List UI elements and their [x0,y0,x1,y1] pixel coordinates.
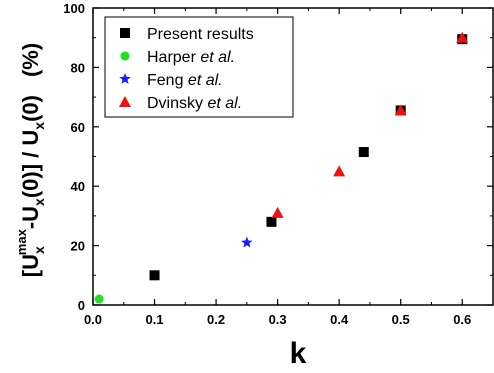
legend-entry: Harper et al. [147,49,235,66]
x-tick-label: 0.6 [453,312,471,327]
data-point-circle [95,295,104,304]
x-axis-label: k [290,337,307,370]
x-tick-label: 0.1 [145,312,163,327]
data-point-square [266,217,276,227]
data-point-square [359,147,369,157]
x-tick-label: 0.5 [392,312,410,327]
data-point-star [241,237,252,248]
x-tick-label: 0.3 [269,312,287,327]
legend-marker-square [120,28,130,38]
x-tick-label: 0.0 [84,312,102,327]
y-tick-label: 20 [71,239,85,254]
legend-entry: Feng et al. [147,72,223,89]
legend-entry: Dvinsky et al. [147,95,242,112]
legend-marker-circle [121,52,130,61]
y-tick-label: 100 [63,1,85,16]
x-tick-label: 0.4 [330,312,349,327]
y-axis-label: [Uxmax-Ux(0)] / Ux(0)(%) [14,43,47,277]
y-tick-label: 0 [78,298,85,313]
data-point-triangle [333,165,345,176]
legend-entry: Present results [147,26,254,43]
data-point-square [150,270,160,280]
y-tick-label: 40 [71,179,85,194]
y-tick-label: 80 [71,60,85,75]
y-tick-label: 60 [71,120,85,135]
legend: Present results Harper et al. Feng et al. D… [105,17,293,117]
x-tick-label: 0.2 [207,312,225,327]
data-point-triangle [272,207,284,218]
